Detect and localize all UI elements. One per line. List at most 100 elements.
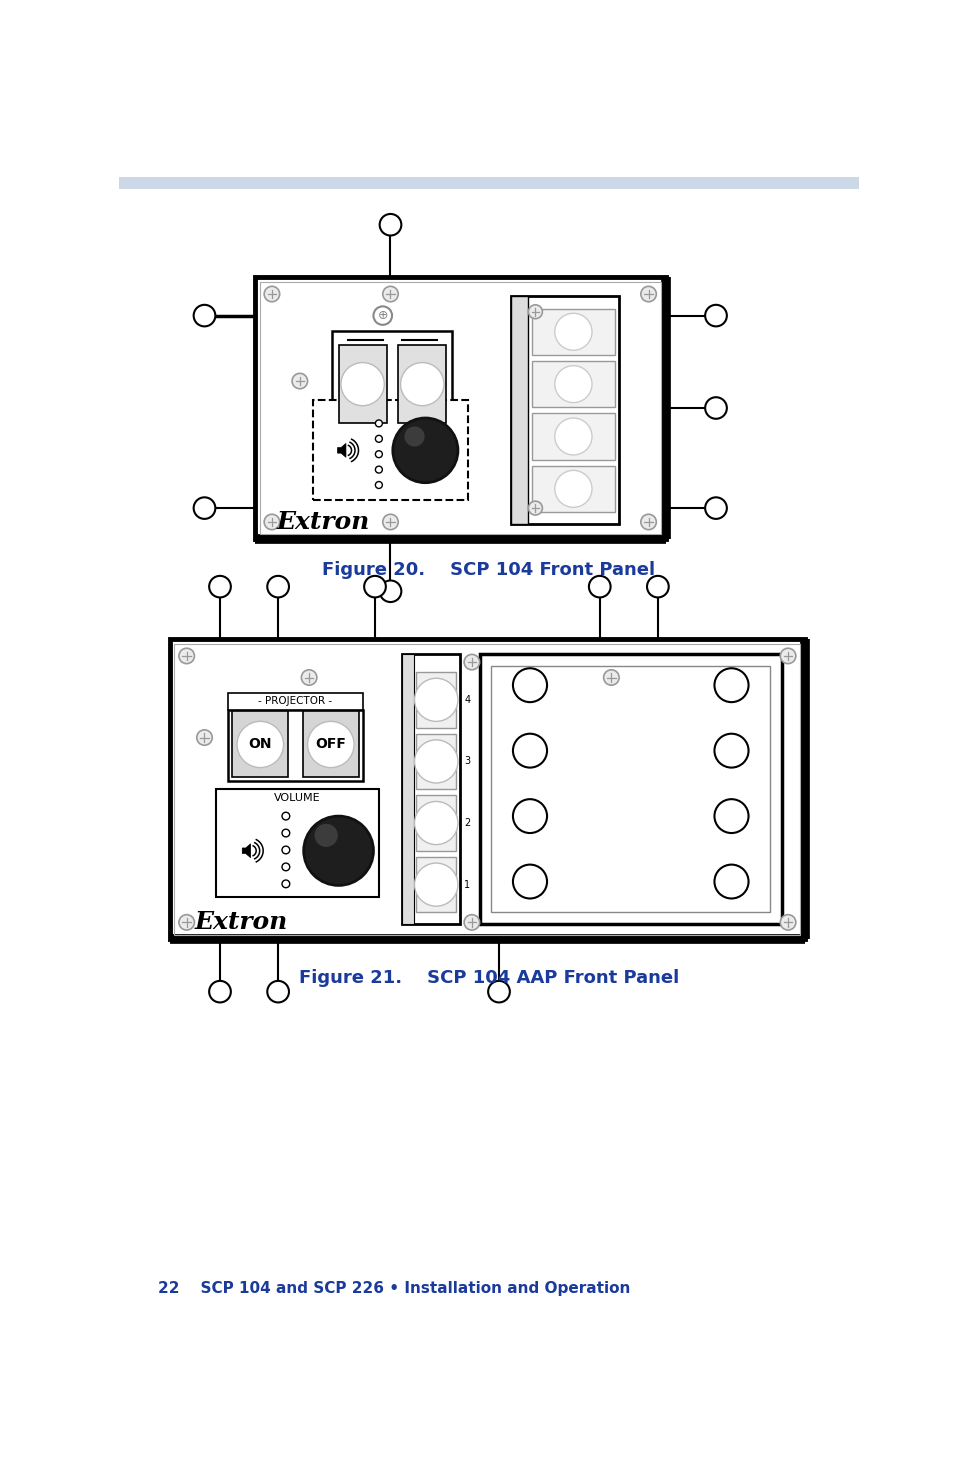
Bar xyxy=(402,655,414,923)
Circle shape xyxy=(393,417,457,482)
Circle shape xyxy=(375,481,382,488)
Circle shape xyxy=(528,305,542,319)
Circle shape xyxy=(555,313,592,350)
Circle shape xyxy=(364,575,385,597)
Circle shape xyxy=(415,678,457,721)
Circle shape xyxy=(780,648,795,664)
Circle shape xyxy=(555,471,592,507)
Bar xyxy=(174,643,800,935)
Bar xyxy=(510,296,618,524)
Text: Extron: Extron xyxy=(194,910,288,934)
Circle shape xyxy=(513,864,546,898)
Circle shape xyxy=(555,366,592,403)
Circle shape xyxy=(193,305,215,326)
Bar xyxy=(531,466,615,512)
Circle shape xyxy=(375,451,382,457)
Circle shape xyxy=(513,799,546,833)
Circle shape xyxy=(236,721,283,767)
Bar xyxy=(228,709,363,782)
Text: OFF: OFF xyxy=(315,738,346,751)
Circle shape xyxy=(704,305,726,326)
Circle shape xyxy=(588,575,610,597)
Circle shape xyxy=(382,286,397,302)
Bar xyxy=(313,400,468,500)
Bar xyxy=(303,711,358,777)
Text: 4: 4 xyxy=(464,695,470,705)
Circle shape xyxy=(404,426,424,447)
Circle shape xyxy=(179,648,194,664)
Circle shape xyxy=(340,363,384,406)
Text: ⊕: ⊕ xyxy=(377,310,388,322)
Bar xyxy=(259,282,660,534)
Circle shape xyxy=(464,655,479,670)
Text: - PROJECTOR -: - PROJECTOR - xyxy=(258,696,332,707)
Circle shape xyxy=(209,981,231,1003)
Circle shape xyxy=(379,214,401,236)
Circle shape xyxy=(375,435,382,442)
Circle shape xyxy=(375,466,382,473)
Bar xyxy=(531,308,615,355)
Text: 1: 1 xyxy=(464,879,470,889)
Circle shape xyxy=(193,497,215,519)
Bar xyxy=(332,330,452,431)
Circle shape xyxy=(179,914,194,931)
Circle shape xyxy=(513,733,546,767)
Circle shape xyxy=(714,668,748,702)
Circle shape xyxy=(282,813,290,820)
Circle shape xyxy=(704,497,726,519)
Bar xyxy=(402,655,459,923)
Circle shape xyxy=(714,799,748,833)
Text: 3: 3 xyxy=(464,757,470,767)
Circle shape xyxy=(415,740,457,783)
Bar xyxy=(510,296,527,524)
Circle shape xyxy=(264,515,279,530)
Circle shape xyxy=(282,881,290,888)
Bar xyxy=(416,673,456,727)
Bar xyxy=(416,795,456,851)
Bar xyxy=(491,665,769,913)
Bar xyxy=(254,277,665,538)
Circle shape xyxy=(267,575,289,597)
Circle shape xyxy=(704,397,726,419)
Bar xyxy=(233,711,288,777)
Circle shape xyxy=(282,829,290,836)
Polygon shape xyxy=(242,844,251,857)
Circle shape xyxy=(282,847,290,854)
Text: Figure 21.    SCP 104 AAP Front Panel: Figure 21. SCP 104 AAP Front Panel xyxy=(298,969,679,987)
Circle shape xyxy=(555,417,592,454)
Bar xyxy=(170,639,804,940)
Circle shape xyxy=(379,581,401,602)
Polygon shape xyxy=(337,444,346,457)
Circle shape xyxy=(640,515,656,530)
Text: ON: ON xyxy=(249,738,272,751)
Circle shape xyxy=(528,502,542,515)
Bar xyxy=(531,413,615,460)
Circle shape xyxy=(646,575,668,597)
Circle shape xyxy=(714,864,748,898)
Circle shape xyxy=(400,363,443,406)
Circle shape xyxy=(209,575,231,597)
Circle shape xyxy=(415,863,457,906)
Circle shape xyxy=(307,721,354,767)
Circle shape xyxy=(382,515,397,530)
Circle shape xyxy=(303,816,373,885)
Bar xyxy=(416,733,456,789)
Bar xyxy=(119,177,858,189)
Circle shape xyxy=(488,981,509,1003)
Circle shape xyxy=(603,670,618,686)
Circle shape xyxy=(196,730,212,745)
Bar xyxy=(397,345,446,423)
Text: 2: 2 xyxy=(464,819,470,827)
Circle shape xyxy=(640,286,656,302)
Bar xyxy=(216,789,378,897)
Circle shape xyxy=(301,670,316,686)
Bar xyxy=(416,857,456,913)
Bar xyxy=(338,345,386,423)
Circle shape xyxy=(314,825,337,847)
Bar xyxy=(228,693,363,709)
Circle shape xyxy=(264,286,279,302)
Text: Extron: Extron xyxy=(276,510,370,534)
Text: 22    SCP 104 and SCP 226 • Installation and Operation: 22 SCP 104 and SCP 226 • Installation an… xyxy=(158,1280,630,1295)
Circle shape xyxy=(513,668,546,702)
Bar xyxy=(479,655,781,923)
